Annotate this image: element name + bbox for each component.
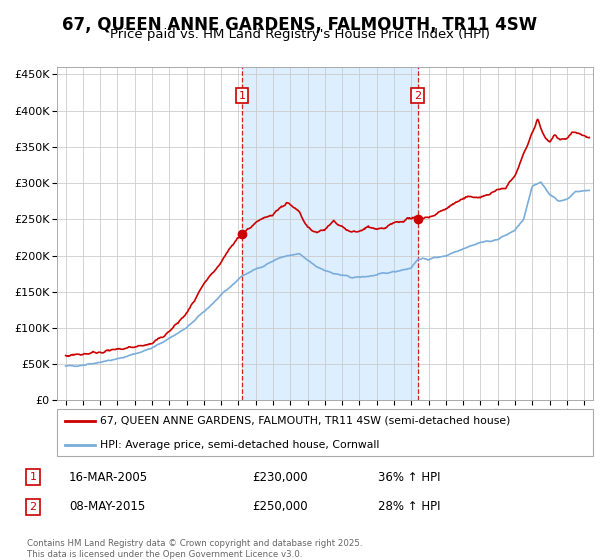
Text: 67, QUEEN ANNE GARDENS, FALMOUTH, TR11 4SW: 67, QUEEN ANNE GARDENS, FALMOUTH, TR11 4… (62, 16, 538, 34)
Text: HPI: Average price, semi-detached house, Cornwall: HPI: Average price, semi-detached house,… (100, 440, 379, 450)
Text: Price paid vs. HM Land Registry's House Price Index (HPI): Price paid vs. HM Land Registry's House … (110, 28, 490, 41)
Text: 1: 1 (29, 472, 37, 482)
FancyBboxPatch shape (57, 409, 593, 456)
Bar (242, 67, 418, 400)
Text: 1: 1 (239, 91, 245, 101)
Text: Contains HM Land Registry data © Crown copyright and database right 2025.
This d: Contains HM Land Registry data © Crown c… (27, 539, 362, 559)
Text: 08-MAY-2015: 08-MAY-2015 (69, 500, 145, 514)
Text: 2: 2 (29, 502, 37, 512)
Text: 67, QUEEN ANNE GARDENS, FALMOUTH, TR11 4SW (semi-detached house): 67, QUEEN ANNE GARDENS, FALMOUTH, TR11 4… (100, 416, 510, 426)
Text: 36% ↑ HPI: 36% ↑ HPI (378, 470, 440, 484)
Text: £230,000: £230,000 (252, 470, 308, 484)
Text: £250,000: £250,000 (252, 500, 308, 514)
Text: 28% ↑ HPI: 28% ↑ HPI (378, 500, 440, 514)
Text: 16-MAR-2005: 16-MAR-2005 (69, 470, 148, 484)
Text: 2: 2 (414, 91, 421, 101)
